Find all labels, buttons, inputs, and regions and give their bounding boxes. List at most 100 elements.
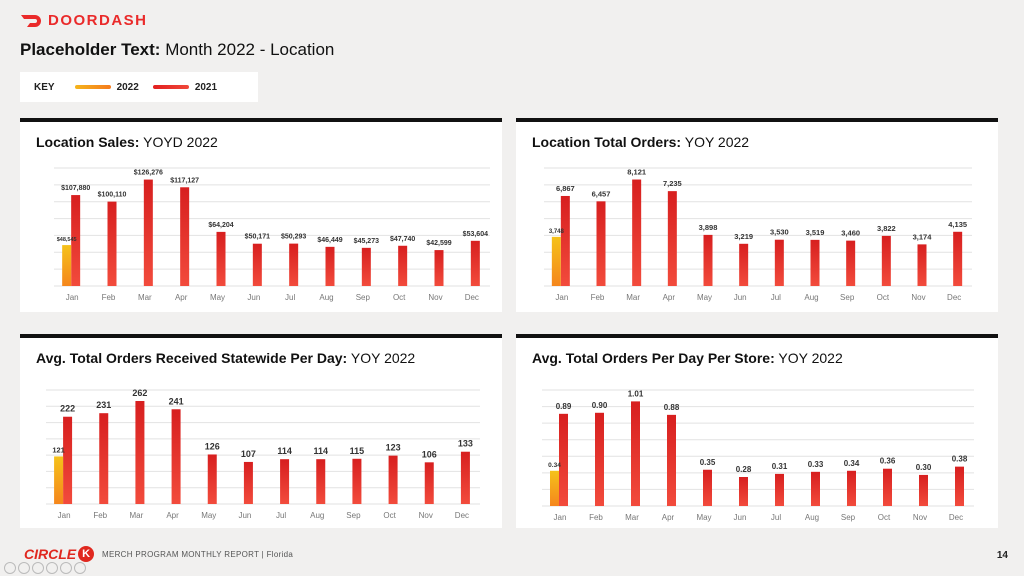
legend-swatch-2022 [74, 85, 111, 89]
data-label-2021: 115 [350, 446, 365, 456]
x-tick-label: Jan [66, 293, 79, 302]
x-tick-label: Jun [734, 293, 747, 302]
x-tick-label: Nov [419, 511, 433, 520]
bar-2021-jul [774, 239, 784, 286]
data-label-2021: 0.30 [916, 463, 932, 472]
bar-2021-jul [289, 243, 299, 286]
legend-label-2022: 2022 [116, 81, 139, 93]
bar-2021-oct [388, 455, 398, 504]
x-tick-label: Dec [949, 513, 963, 522]
data-label-2021: 0.36 [880, 457, 896, 466]
x-tick-label: Feb [93, 511, 107, 520]
chart-panel-location-total-orders: 6,867 3,748 Jan 6,457 Feb 8,121 Mar 7,235 Apr 3,8… [516, 118, 998, 312]
bar-2021-jan [560, 195, 570, 286]
data-label-2021: 0.34 [844, 459, 860, 468]
bar-2021-apr [171, 409, 181, 504]
chart-title-rest: YOY 2022 [350, 350, 416, 366]
chart-panel-avg-orders-per-store: 0.89 0.34 Jan 0.90 Feb 1.01 Mar 0.88 Apr 0.35 May 0… [516, 334, 998, 528]
bar-2021-sep [846, 240, 856, 286]
bar-2021-may [703, 469, 712, 506]
bar-2021-jan [559, 413, 568, 506]
x-tick-label: Sep [346, 511, 361, 520]
chart-title-rest: YOY 2022 [778, 350, 843, 366]
bar-2021-aug [810, 239, 820, 286]
bar-2022-jan [550, 470, 559, 506]
x-tick-label: Jan [554, 513, 567, 522]
location-total-orders-chart: 6,867 3,748 Jan 6,457 Feb 8,121 Mar 7,235 Apr 3,8… [544, 167, 972, 302]
x-tick-label: Oct [877, 293, 890, 302]
legend-key: KEY 2022 2021 [20, 72, 258, 102]
x-tick-label: Jul [771, 513, 781, 522]
legend-label-2021: 2021 [194, 81, 218, 93]
x-tick-label: Nov [911, 293, 925, 302]
data-label-2021: 6,867 [556, 184, 575, 193]
data-label-2021: 231 [96, 400, 111, 410]
chart-title-rest: YOY 2022 [684, 134, 750, 150]
bar-2021-oct [881, 235, 891, 286]
x-tick-label: Dec [947, 293, 961, 302]
bar-2021-sep [361, 247, 371, 286]
prev-slide-icon[interactable] [4, 562, 16, 574]
x-tick-label: Apr [175, 293, 188, 302]
bar-2021-mar [135, 401, 145, 504]
bar-2021-mar [143, 179, 153, 286]
data-label-2021: $53,604 [463, 231, 488, 238]
zoom-icon[interactable] [60, 562, 72, 574]
bar-2021-may [207, 454, 217, 504]
data-label-2021: 0.90 [592, 401, 608, 410]
data-label-2021: 6,457 [592, 189, 611, 198]
bar-2021-apr [180, 187, 190, 286]
slides-grid-icon[interactable] [46, 562, 58, 574]
bar-2022-jan [551, 236, 561, 286]
x-tick-label: Feb [102, 293, 116, 302]
bar-2021-nov [917, 244, 927, 286]
bar-2022-jan [62, 245, 72, 286]
brand-name: DOORDASH [48, 12, 148, 29]
more-options-icon[interactable] [74, 562, 86, 574]
data-label-2022: 3,748 [549, 229, 565, 235]
x-tick-label: Apr [166, 511, 179, 520]
data-label-2021: $50,171 [245, 234, 270, 241]
bar-2021-dec [470, 240, 480, 286]
x-tick-label: Nov [428, 293, 442, 302]
x-tick-label: Oct [383, 511, 396, 520]
x-tick-label: Feb [591, 293, 605, 302]
chart-panel-location-sales: $107,880 $48,545 Jan $100,110 Feb $126,276 Mar… [20, 118, 502, 312]
circle-k-logo: CIRCLE K [24, 546, 95, 562]
bar-2021-aug [811, 471, 820, 506]
x-tick-label: Jun [247, 293, 260, 302]
x-tick-label: Aug [805, 513, 819, 522]
data-label-2021: 8,121 [627, 168, 646, 177]
data-label-2021: 126 [205, 441, 220, 451]
doordash-logo: DOORDASH [20, 12, 148, 29]
next-slide-icon[interactable] [18, 562, 30, 574]
x-tick-label: Aug [319, 293, 333, 302]
data-label-2021: 3,460 [841, 229, 860, 238]
data-label-2021: 0.31 [772, 462, 788, 471]
data-label-2021: 241 [169, 396, 184, 406]
slide-controls [4, 562, 86, 574]
x-tick-label: Oct [393, 293, 406, 302]
data-label-2021: $42,599 [426, 240, 451, 247]
report-footer: MERCH PROGRAM MONTHLY REPORT | Florida [102, 550, 294, 559]
page-title-bold: Placeholder Text: [20, 40, 161, 59]
x-tick-label: May [210, 293, 225, 302]
x-tick-label: May [201, 511, 216, 520]
bar-2021-dec [955, 466, 964, 506]
data-label-2022: 121 [52, 445, 65, 454]
bar-2021-feb [107, 201, 117, 286]
pen-icon[interactable] [32, 562, 44, 574]
data-label-2021: $117,127 [170, 177, 199, 184]
data-label-2021: 114 [313, 446, 328, 456]
x-tick-label: Jan [58, 511, 71, 520]
x-tick-label: Dec [465, 293, 479, 302]
data-label-2021: 0.89 [556, 402, 572, 411]
data-label-2021: 222 [60, 404, 75, 414]
x-tick-label: Jul [285, 293, 295, 302]
data-label-2021: 133 [458, 439, 473, 449]
data-label-2021: 4,135 [948, 220, 967, 229]
data-label-2021: 0.28 [736, 465, 752, 474]
data-label-2021: $64,204 [208, 222, 233, 229]
data-label-2021: $45,273 [354, 238, 379, 245]
data-label-2021: 3,219 [734, 232, 753, 241]
